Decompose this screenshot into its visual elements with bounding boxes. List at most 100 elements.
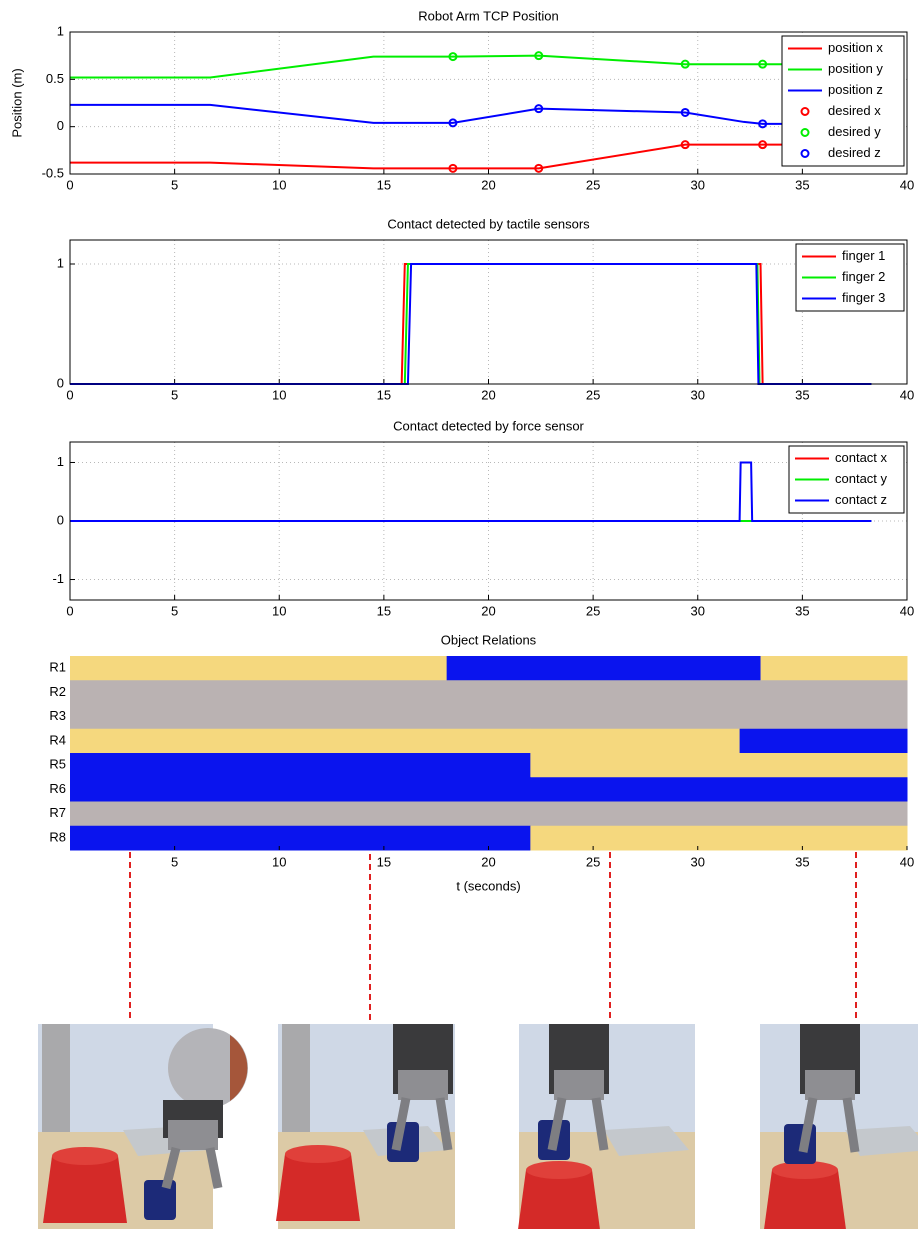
photo: [517, 1024, 695, 1234]
x-tick-label: 20: [481, 387, 495, 402]
heatmap-cell: [739, 728, 908, 754]
photo: [276, 1024, 455, 1229]
x-tick-label: 30: [691, 387, 705, 402]
heatmap-cell: [70, 801, 908, 827]
y-tick-label: 1: [57, 255, 64, 270]
heatmap-cell: [70, 777, 531, 802]
photo-cup: [276, 1154, 360, 1221]
y-tick-label: 1: [57, 23, 64, 38]
legend-swatch: [800, 107, 810, 116]
photo-pole: [282, 1024, 310, 1134]
x-tick-label: 10: [272, 603, 286, 618]
photo-plate: [845, 1126, 918, 1156]
x-axis-label: t (seconds): [456, 878, 520, 893]
series-marker: [680, 59, 690, 69]
x-tick-label: 15: [377, 854, 391, 869]
row-label: R1: [49, 660, 66, 675]
series-marker: [534, 163, 544, 173]
legend-label: desired x: [828, 103, 881, 118]
heatmap-cell: [70, 680, 908, 705]
x-tick-label: 30: [691, 603, 705, 618]
x-tick-label: 20: [481, 177, 495, 192]
legend: position x position y position z desired x d…: [781, 35, 905, 167]
photo-mug: [144, 1180, 176, 1220]
heatmap-cell: [530, 728, 741, 754]
x-tick-label: 20: [481, 854, 495, 869]
photo-hand: [398, 1070, 448, 1100]
photo-pole: [42, 1024, 70, 1134]
x-tick-label: 30: [691, 854, 705, 869]
x-tick-label: 25: [586, 177, 600, 192]
chart-title: Contact detected by force sensor: [393, 418, 584, 433]
x-tick-label: 25: [586, 603, 600, 618]
legend-label: position x: [828, 40, 883, 55]
chart: Object Relations R1 R2 R3 R4 R5 R6 R7 R8 5 10 15 20 2…: [49, 632, 914, 893]
series-marker: [680, 107, 690, 117]
x-tick-label: 25: [586, 854, 600, 869]
series-marker: [534, 51, 544, 61]
series-line: [70, 103, 872, 125]
chart-title: Robot Arm TCP Position: [418, 8, 558, 23]
photo: [760, 1024, 918, 1234]
x-tick-label: 5: [171, 177, 178, 192]
legend-label: contact y: [835, 471, 888, 486]
photo-cup-top: [526, 1161, 592, 1179]
heatmap-cell: [70, 728, 531, 754]
photo-cup: [517, 1170, 601, 1234]
plot-frame: [69, 239, 908, 385]
legend-label: position z: [828, 82, 883, 97]
photo-cup-top: [772, 1161, 838, 1179]
x-tick-label: 35: [795, 854, 809, 869]
x-tick-label: 30: [691, 177, 705, 192]
x-tick-label: 35: [795, 387, 809, 402]
row-label: R6: [49, 781, 66, 796]
x-tick-label: 5: [171, 603, 178, 618]
series-marker: [448, 163, 458, 173]
x-tick-label: 15: [377, 177, 391, 192]
heatmap-cell: [530, 777, 908, 802]
plot-frame: [69, 441, 908, 601]
legend: finger 1 finger 2 finger 3: [795, 243, 905, 312]
heatmap-cell: [70, 753, 531, 778]
x-tick-label: 40: [900, 177, 914, 192]
photo-plate: [604, 1126, 689, 1156]
heatmap-cell: [530, 825, 908, 851]
heatmap-cell: [760, 656, 908, 681]
y-tick-label: 0.5: [46, 71, 64, 86]
photo-fingers: [161, 1146, 223, 1190]
row-label: R7: [49, 805, 66, 820]
x-tick-label: 0: [66, 177, 73, 192]
legend-box: [781, 35, 905, 167]
legend-label: contact z: [835, 492, 887, 507]
series-marker: [758, 59, 768, 69]
x-tick-label: 15: [377, 603, 391, 618]
x-tick-label: 40: [900, 603, 914, 618]
x-tick-label: 10: [272, 854, 286, 869]
photo-sphere: [168, 1028, 248, 1108]
series-line: [70, 143, 872, 170]
legend-label: desired z: [828, 145, 881, 160]
chart-title: Object Relations: [441, 632, 537, 647]
legend-label: position y: [828, 61, 883, 76]
y-tick-label: 1: [57, 454, 64, 469]
legend-label: desired y: [828, 124, 881, 139]
series-marker: [448, 52, 458, 62]
x-tick-label: 25: [586, 387, 600, 402]
photo-cup-top: [285, 1145, 351, 1163]
photo-cup: [43, 1156, 127, 1223]
y-tick-label: 0: [57, 375, 64, 390]
legend-label: finger 1: [842, 248, 885, 263]
photo: [38, 1024, 248, 1229]
series-marker: [758, 140, 768, 150]
x-tick-label: 35: [795, 177, 809, 192]
legend: contact x contact y contact z: [788, 445, 905, 514]
photo-fingers: [547, 1097, 609, 1151]
x-tick-label: 35: [795, 603, 809, 618]
row-label: R2: [49, 684, 66, 699]
legend-label: contact x: [835, 450, 888, 465]
legend-label: finger 3: [842, 290, 885, 305]
series-marker: [680, 140, 690, 150]
